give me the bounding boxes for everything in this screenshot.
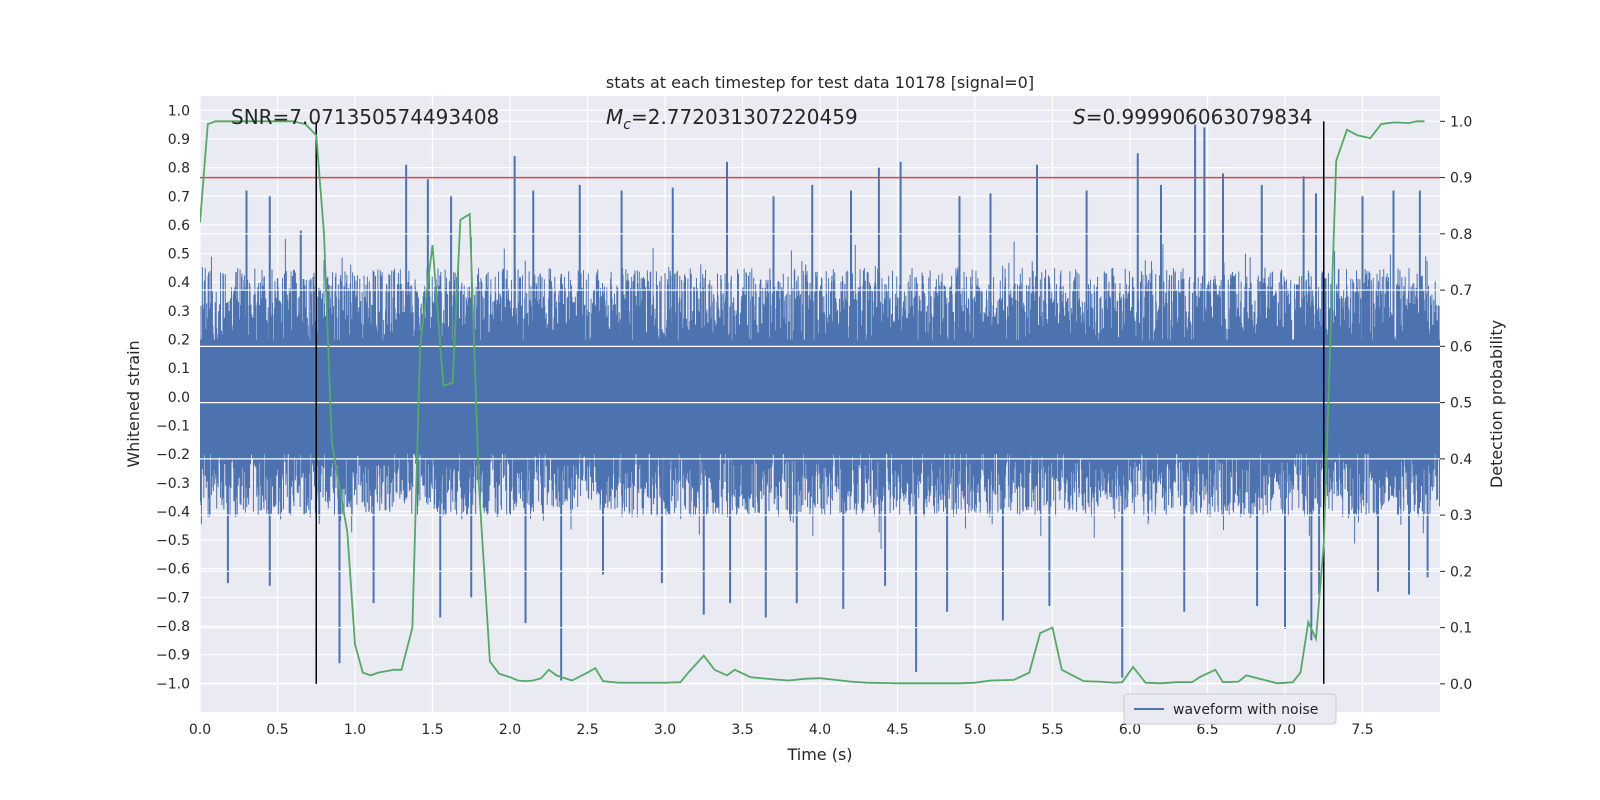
vertical-markers (315, 121, 1325, 684)
x-tick-label: 6.5 (1196, 722, 1218, 738)
waveform-series (200, 124, 1440, 681)
left-y-tick-label: 1.0 (168, 103, 190, 119)
left-y-tick-label: −0.9 (156, 648, 190, 664)
right-y-axis-label: Detection probability (1487, 320, 1506, 488)
chirp-mass-subscript: c (623, 117, 631, 133)
x-tick-labels: 0.0 0.5 1.0 1.5 2.0 2.5 3.0 3.5 4.0 4.5 5.0 5.5 6.0 6… (189, 722, 1374, 738)
x-tick-label: 7.0 (1274, 722, 1296, 738)
x-tick-label: 1.0 (344, 722, 366, 738)
probability-line (200, 120, 1425, 685)
x-tick-label: 0.5 (266, 722, 288, 738)
right-y-tick-label: 0.7 (1450, 283, 1472, 299)
left-y-tick-label: 0.1 (168, 361, 190, 377)
x-tick-label: 1.5 (421, 722, 443, 738)
left-y-tick-label: −0.3 (156, 476, 190, 492)
right-y-tick-label: 0.8 (1450, 227, 1472, 243)
x-tick-label: 4.5 (886, 722, 908, 738)
x-tick-label: 7.5 (1351, 722, 1373, 738)
right-y-tick-labels: 1.0 0.9 0.8 0.7 0.6 0.5 0.4 0.3 0.2 0.1 0.0 (1450, 114, 1472, 693)
right-y-tick-label: 0.6 (1450, 339, 1472, 355)
left-y-tick-label: 0.9 (168, 132, 190, 148)
x-tick-label: 3.0 (654, 722, 676, 738)
left-y-tick-label: −0.4 (156, 504, 190, 520)
left-y-tick-label: −0.7 (156, 590, 190, 606)
right-y-tick-label: 0.4 (1450, 452, 1472, 468)
right-y-tick-label: 0.1 (1450, 621, 1472, 637)
left-y-tick-label: −1.0 (156, 676, 190, 692)
left-y-tick-label: 0.4 (168, 275, 190, 291)
x-tick-label: 5.0 (964, 722, 986, 738)
left-y-tick-label: 0.0 (168, 390, 190, 406)
right-y-tick-label: 0.0 (1450, 677, 1472, 693)
chirp-mass-value: =2.772031307220459 (631, 105, 858, 129)
chart-title: stats at each timestep for test data 101… (606, 73, 1034, 92)
left-y-tick-label: −0.2 (156, 447, 190, 463)
left-y-tick-label: 0.8 (168, 161, 190, 177)
x-axis-label: Time (s) (786, 745, 852, 764)
legend: waveform with noise (1123, 693, 1337, 725)
left-y-tick-label: −0.1 (156, 418, 190, 434)
right-y-tick-label: 0.9 (1450, 171, 1472, 187)
snr-annotation: SNR=7.071350574493408 (231, 105, 499, 129)
x-tick-label: 4.0 (809, 722, 831, 738)
right-y-tick-label: 0.2 (1450, 564, 1472, 580)
x-tick-label: 5.5 (1041, 722, 1063, 738)
score-symbol: S (1073, 105, 1086, 129)
left-y-tick-label: 0.2 (168, 333, 190, 349)
chirp-mass-annotation: Mc=2.772031307220459 (606, 105, 858, 133)
left-y-tick-label: 0.3 (168, 304, 190, 320)
x-tick-label: 2.5 (576, 722, 598, 738)
legend-box (1123, 693, 1337, 725)
left-y-tick-label: 0.6 (168, 218, 190, 234)
left-y-axis-label: Whitened strain (124, 340, 143, 467)
legend-entry: waveform with noise (1173, 702, 1318, 718)
left-y-tick-label: −0.5 (156, 533, 190, 549)
score-value: =0.999906063079834 (1086, 105, 1313, 129)
x-tick-label: 6.0 (1119, 722, 1141, 738)
probability-series (200, 120, 1425, 685)
score-annotation: S=0.999906063079834 (1073, 105, 1312, 129)
left-y-tick-label: −0.6 (156, 562, 190, 578)
right-y-tick-label: 0.5 (1450, 396, 1472, 412)
right-y-tick-label: 0.3 (1450, 508, 1472, 524)
left-y-tick-label: −0.8 (156, 619, 190, 635)
left-y-tick-label: 0.7 (168, 189, 190, 205)
x-tick-label: 0.0 (189, 722, 211, 738)
x-tick-label: 2.0 (499, 722, 521, 738)
left-y-tick-labels: 1.0 0.9 0.8 0.7 0.6 0.5 0.4 0.3 0.2 0.1 0.0 −0.1 −0.… (156, 103, 190, 692)
x-tick-label: 3.5 (731, 722, 753, 738)
chirp-mass-symbol: M (606, 105, 623, 129)
waveform-core-band (200, 339, 1440, 455)
right-y-tick-label: 1.0 (1450, 114, 1472, 130)
left-y-tick-label: 0.5 (168, 247, 190, 263)
